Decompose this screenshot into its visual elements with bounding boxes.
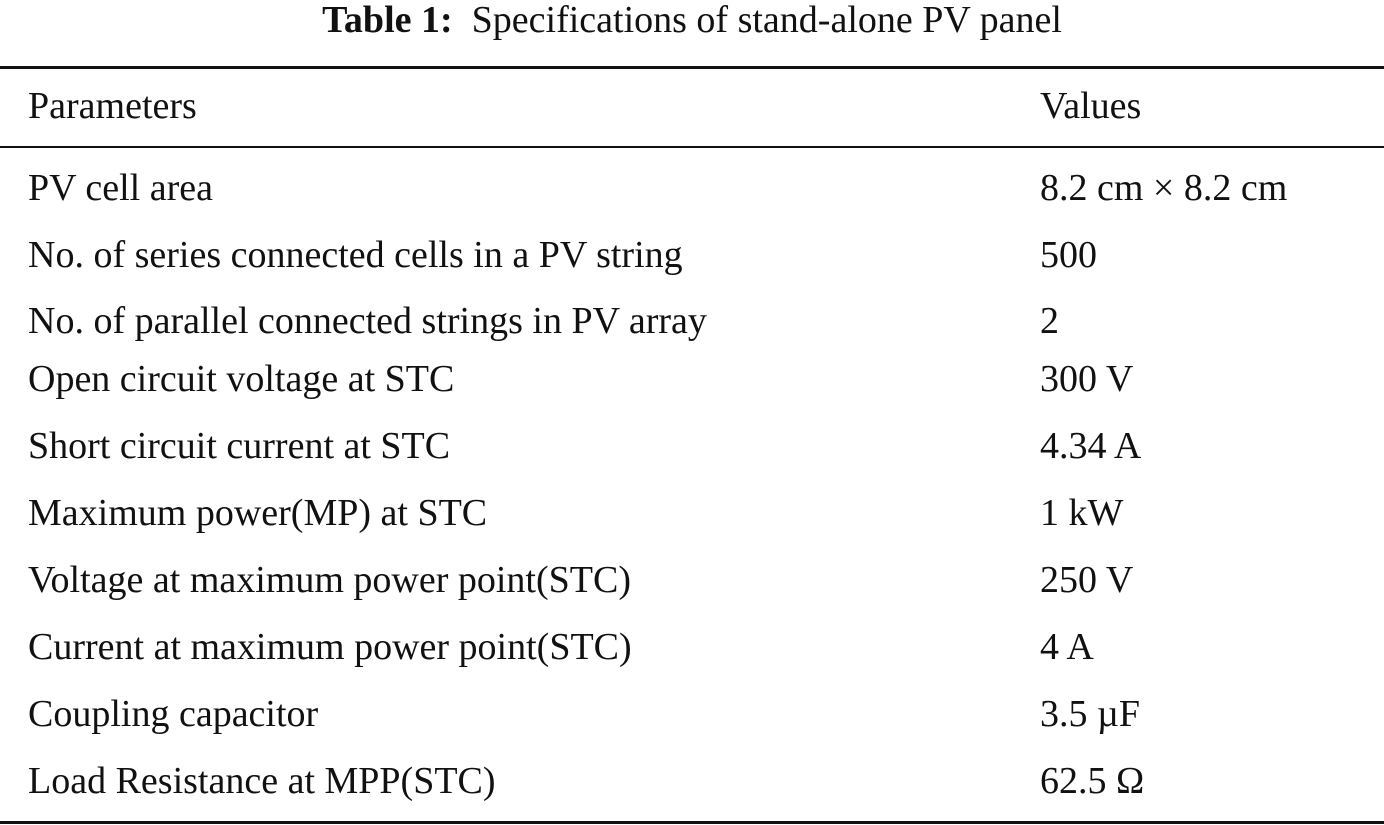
table-top-rule: [0, 66, 1384, 69]
table-caption-label: Table 1:: [322, 0, 453, 41]
table-caption: Table 1: Specifications of stand-alone P…: [0, 0, 1384, 44]
row-parameter: PV cell area: [28, 167, 213, 209]
row-value: 250 V: [1040, 559, 1134, 601]
row-value: 4 A: [1040, 626, 1094, 668]
row-parameter: Coupling capacitor: [28, 693, 319, 735]
row-value: 8.2 cm × 8.2 cm: [1040, 167, 1288, 209]
row-parameter: Load Resistance at MPP(STC): [28, 760, 496, 802]
row-value: 62.5 Ω: [1040, 760, 1145, 802]
row-value: 3.5 µF: [1040, 693, 1141, 735]
row-parameter: Open circuit voltage at STC: [28, 358, 455, 400]
row-parameter: Current at maximum power point(STC): [28, 626, 632, 668]
row-value: 500: [1040, 234, 1097, 276]
row-value: 300 V: [1040, 358, 1134, 400]
row-parameter: No. of series connected cells in a PV st…: [28, 234, 683, 276]
row-value: 4.34 A: [1040, 425, 1142, 467]
row-parameter: No. of parallel connected strings in PV …: [28, 300, 707, 342]
row-value: 1 kW: [1040, 492, 1124, 534]
table-bottom-rule: [0, 821, 1384, 824]
header-parameters: Parameters: [28, 85, 197, 127]
row-parameter: Voltage at maximum power point(STC): [28, 559, 631, 601]
row-value: 2: [1040, 300, 1059, 342]
table-caption-text: Specifications of stand-alone PV panel: [471, 0, 1062, 41]
row-parameter: Maximum power(MP) at STC: [28, 492, 488, 534]
table-header-rule: [0, 146, 1384, 148]
header-values: Values: [1040, 85, 1142, 127]
row-parameter: Short circuit current at STC: [28, 425, 451, 467]
